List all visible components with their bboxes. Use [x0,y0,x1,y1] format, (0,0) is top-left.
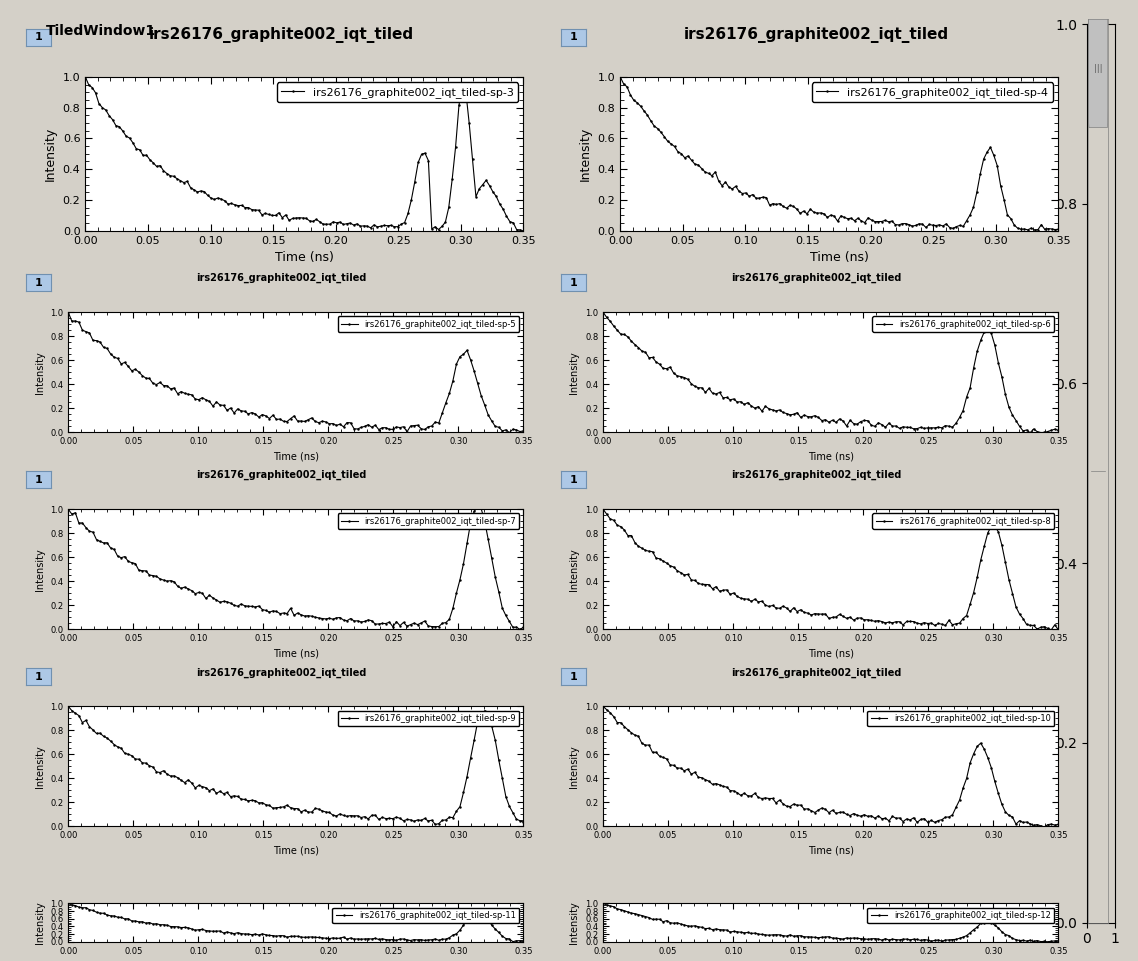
Text: 1: 1 [570,33,577,42]
Legend: irs26176_graphite002_iqt_tiled-sp-7: irs26176_graphite002_iqt_tiled-sp-7 [338,513,519,530]
Legend: irs26176_graphite002_iqt_tiled-sp-10: irs26176_graphite002_iqt_tiled-sp-10 [867,710,1054,727]
Legend: irs26176_graphite002_iqt_tiled-sp-8: irs26176_graphite002_iqt_tiled-sp-8 [873,513,1054,530]
Y-axis label: Intensity: Intensity [44,127,57,181]
Text: 1: 1 [35,278,42,287]
Text: irs26176_graphite002_iqt_tiled: irs26176_graphite002_iqt_tiled [732,667,901,678]
X-axis label: Time (ns): Time (ns) [273,452,319,462]
Legend: irs26176_graphite002_iqt_tiled-sp-9: irs26176_graphite002_iqt_tiled-sp-9 [338,710,519,727]
X-axis label: Time (ns): Time (ns) [808,452,854,462]
Y-axis label: Intensity: Intensity [579,127,592,181]
Y-axis label: Intensity: Intensity [569,548,579,591]
Text: TiledWindow1: TiledWindow1 [46,24,156,38]
FancyBboxPatch shape [1089,11,1107,128]
Text: irs26176_graphite002_iqt_tiled: irs26176_graphite002_iqt_tiled [197,470,366,480]
Y-axis label: Intensity: Intensity [34,351,44,394]
Text: irs26176_graphite002_iqt_tiled: irs26176_graphite002_iqt_tiled [732,470,901,480]
Legend: irs26176_graphite002_iqt_tiled-sp-12: irs26176_graphite002_iqt_tiled-sp-12 [867,907,1054,924]
Legend: irs26176_graphite002_iqt_tiled-sp-4: irs26176_graphite002_iqt_tiled-sp-4 [811,83,1053,102]
Text: irs26176_graphite002_iqt_tiled: irs26176_graphite002_iqt_tiled [197,667,366,678]
Legend: irs26176_graphite002_iqt_tiled-sp-3: irs26176_graphite002_iqt_tiled-sp-3 [277,83,518,102]
Y-axis label: Intensity: Intensity [569,901,579,944]
Y-axis label: Intensity: Intensity [34,745,44,788]
X-axis label: Time (ns): Time (ns) [273,649,319,659]
Text: irs26176_graphite002_iqt_tiled: irs26176_graphite002_iqt_tiled [684,27,949,43]
Text: 1: 1 [570,672,577,681]
Y-axis label: Intensity: Intensity [569,745,579,788]
Legend: irs26176_graphite002_iqt_tiled-sp-6: irs26176_graphite002_iqt_tiled-sp-6 [873,316,1054,333]
Text: 1: 1 [35,475,42,484]
X-axis label: Time (ns): Time (ns) [273,846,319,856]
Text: 1: 1 [570,475,577,484]
Text: 1: 1 [570,278,577,287]
Legend: irs26176_graphite002_iqt_tiled-sp-5: irs26176_graphite002_iqt_tiled-sp-5 [338,316,519,333]
X-axis label: Time (ns): Time (ns) [810,251,868,264]
X-axis label: Time (ns): Time (ns) [808,846,854,856]
X-axis label: Time (ns): Time (ns) [275,251,333,264]
Text: |||: ||| [1094,64,1103,73]
Text: irs26176_graphite002_iqt_tiled: irs26176_graphite002_iqt_tiled [732,273,901,283]
Text: irs26176_graphite002_iqt_tiled: irs26176_graphite002_iqt_tiled [149,27,414,43]
Y-axis label: Intensity: Intensity [34,548,44,591]
Text: irs26176_graphite002_iqt_tiled: irs26176_graphite002_iqt_tiled [197,273,366,283]
X-axis label: Time (ns): Time (ns) [808,649,854,659]
Y-axis label: Intensity: Intensity [569,351,579,394]
Text: 1: 1 [35,672,42,681]
Legend: irs26176_graphite002_iqt_tiled-sp-11: irs26176_graphite002_iqt_tiled-sp-11 [332,907,519,924]
Y-axis label: Intensity: Intensity [34,901,44,944]
Text: 1: 1 [35,33,42,42]
